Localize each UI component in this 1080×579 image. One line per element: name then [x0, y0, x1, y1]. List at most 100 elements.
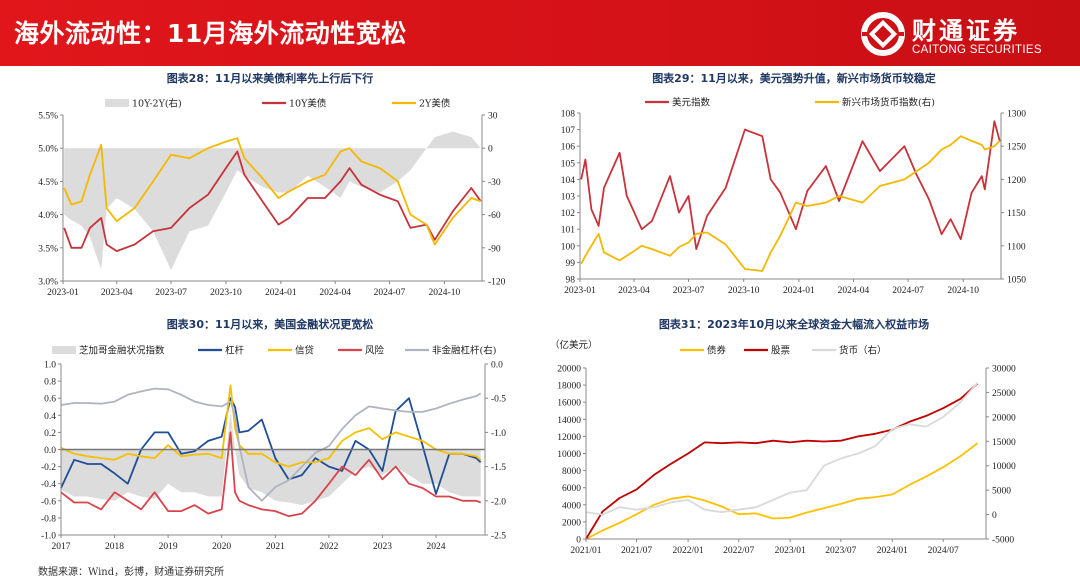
right-tick-label: 1050 [1007, 276, 1026, 286]
right-tick-label: 30000 [992, 365, 1016, 375]
x-tick-label: 2024-07 [892, 286, 924, 296]
left-tick-label: 106 [561, 143, 576, 153]
x-tick-label: 2023 [373, 542, 392, 552]
right-tick-label: -5000 [992, 536, 1014, 546]
chart-title: 图表29：11月以来，美元强势升值，新兴市场货币较稳定 [652, 71, 936, 85]
left-tick-label: 4000 [562, 501, 581, 511]
legend-swatch [105, 99, 129, 107]
chart-30: 图表30：11月以来，美国金融状况更宽松 -1.0 -0.8 -0.6 -0.4 -0.2… [41, 317, 506, 552]
left-tick-label: 2000 [562, 518, 581, 528]
left-tick-label: 3.5% [38, 244, 58, 254]
chart-31: 图表31：2023年10月以来全球资金大幅流入权益市场 （亿美元） 0 2000 400… [550, 317, 1016, 556]
left-tick-label: 16000 [557, 399, 581, 409]
x-tick-label: 2023-10 [210, 288, 242, 298]
x-tick-label: 2021 [266, 542, 285, 552]
left-tick-label: 18000 [557, 382, 581, 392]
chart-title: 图表30：11月以来，美国金融状况更宽松 [167, 317, 374, 331]
series-line-2 [585, 382, 979, 516]
legend-label: 债券 [707, 345, 727, 357]
right-tick-label: -1.5 [491, 463, 506, 473]
left-tick-label: 12000 [557, 433, 581, 443]
right-tick-label: -120 [488, 278, 506, 288]
series-line-0 [580, 120, 1001, 250]
left-tick-label: 102 [561, 209, 576, 219]
x-tick-label: 2024-07 [374, 288, 406, 298]
left-tick-label: 99 [566, 259, 576, 269]
legend-label: 10Y美债 [289, 98, 327, 110]
chart-29: 图表29：11月以来，美元强势升值，新兴市场货币较稳定 98 99 100 101 102… [561, 71, 1027, 296]
right-tick-label: 25000 [992, 389, 1016, 399]
left-tick-label: 98 [566, 276, 576, 286]
x-tick-label: 2023-01 [564, 286, 596, 296]
left-tick-label: 6000 [562, 484, 581, 494]
right-tick-label: -90 [488, 244, 501, 254]
series-line-3 [60, 431, 482, 518]
right-tick-label: -1.0 [491, 429, 506, 439]
x-tick-label: 2019 [159, 542, 178, 552]
legend-label: 信贷 [295, 345, 314, 357]
series-line-1 [585, 382, 979, 540]
left-tick-label: -0.2 [41, 463, 56, 473]
right-tick-label: 1150 [1007, 209, 1026, 219]
header-banner: 海外流动性：11月海外流动性宽松 财通证券 CAITONG SECURITIES [0, 0, 1080, 66]
left-tick-label: 5.0% [38, 145, 58, 155]
right-tick-label: 20000 [992, 413, 1016, 423]
legend-label: 新兴市场货币指数(右) [842, 97, 935, 109]
left-tick-label: -0.4 [41, 480, 56, 490]
right-tick-label: 30 [488, 112, 498, 122]
series-line-2 [63, 137, 482, 246]
right-tick-label: 1300 [1007, 110, 1026, 120]
legend-label: 芝加哥金融状况指数 [79, 345, 165, 357]
right-tick-label: -2.5 [491, 532, 506, 542]
right-tick-label: 10000 [992, 462, 1016, 472]
page-title: 海外流动性：11月海外流动性宽松 [14, 19, 407, 48]
x-tick-label: 2022/01 [673, 546, 704, 556]
right-tick-label: -0.5 [491, 395, 506, 405]
x-tick-label: 2017 [52, 542, 71, 552]
series-area-0 [61, 411, 481, 506]
left-tick-label: 20000 [557, 365, 581, 375]
right-tick-label: 5000 [992, 487, 1011, 497]
x-tick-label: 2023-07 [673, 286, 705, 296]
x-tick-label: 2022 [319, 542, 338, 552]
left-tick-label: 0.2 [44, 429, 56, 439]
left-tick-label: 104 [561, 176, 576, 186]
x-tick-label: 2020 [212, 542, 231, 552]
left-tick-label: -0.6 [41, 497, 56, 507]
left-tick-label: 0.6 [44, 395, 56, 405]
chart-28: 图表28：11月以来美债利率先上行后下行 3.0% 3.5% 4.0% 4.5% 5.0%… [38, 71, 505, 298]
left-tick-label: 3.0% [38, 278, 58, 288]
left-tick-label: 107 [561, 126, 576, 136]
left-tick-label: 10000 [557, 450, 581, 460]
logo-en-text: CAITONG SECURITIES [912, 44, 1042, 56]
x-tick-label: 2021/01 [570, 546, 601, 556]
right-tick-label: 0 [488, 145, 493, 155]
x-tick-label: 2024/01 [877, 546, 908, 556]
x-tick-label: 2023-07 [155, 288, 187, 298]
x-tick-label: 2024-01 [265, 288, 297, 298]
legend-label: 非金融杠杆(右) [432, 345, 496, 357]
left-tick-label: 4.5% [38, 178, 58, 188]
x-tick-label: 2023-04 [618, 286, 650, 296]
right-tick-label: 15000 [992, 438, 1016, 448]
left-tick-label: -1.0 [41, 532, 56, 542]
left-tick-label: 5.5% [38, 112, 58, 122]
x-tick-label: 2024-04 [838, 286, 870, 296]
logo-cn-text: 财通证券 [912, 17, 1020, 45]
data-source-note: 数据来源：Wind，彭博，财通证券研究所 [38, 567, 225, 578]
chart-title: 图表31：2023年10月以来全球资金大幅流入权益市场 [659, 317, 929, 331]
left-tick-label: 4.0% [38, 211, 58, 221]
series-line-4 [60, 387, 482, 502]
legend-label: 10Y-2Y(右) [132, 98, 182, 110]
left-tick-label: 103 [561, 193, 576, 203]
legend-label: 2Y美债 [419, 98, 451, 110]
caitong-emblem-icon [861, 12, 905, 56]
x-tick-label: 2024-04 [319, 288, 351, 298]
left-tick-label: 108 [561, 110, 576, 120]
x-tick-label: 2023/01 [775, 546, 806, 556]
left-tick-label: 105 [561, 159, 576, 169]
x-tick-label: 2024-01 [783, 286, 815, 296]
x-tick-label: 2021/07 [621, 546, 652, 556]
legend-label: 货币（右） [839, 345, 887, 357]
